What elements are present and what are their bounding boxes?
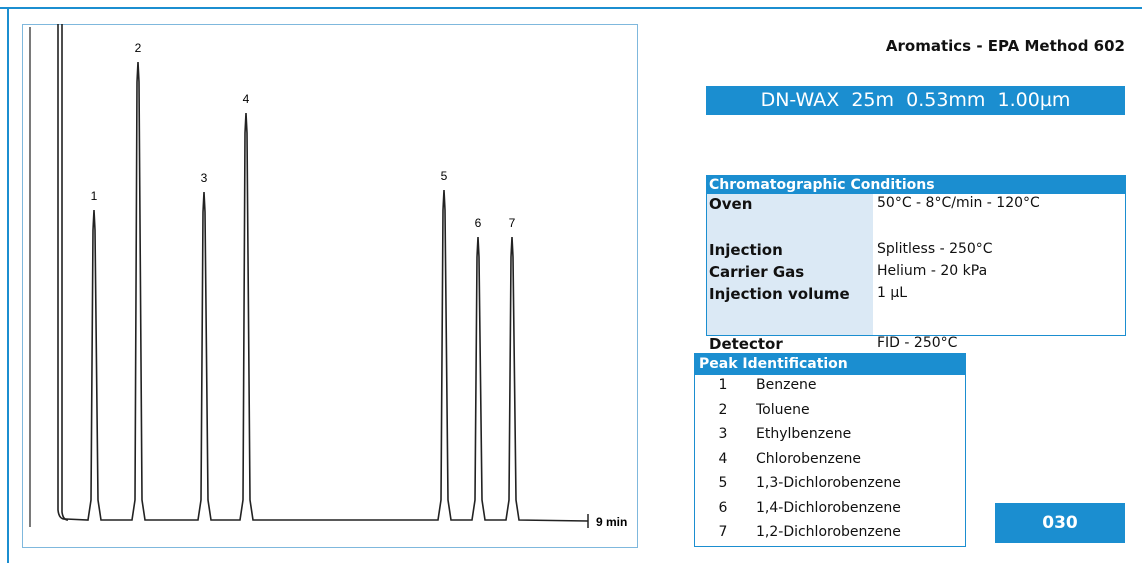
peak-number: 3 <box>718 426 728 442</box>
left-rule <box>7 7 9 563</box>
top-rule <box>0 7 1142 9</box>
condition-value: FID - 250°C <box>877 335 958 351</box>
time-label: 9 min <box>596 515 627 529</box>
peak-label: 3 <box>201 171 208 185</box>
peak-table: Peak Identification 1 Benzene 2 Toluene 3 Eth… <box>694 353 966 547</box>
conditions-table: Chromatographic Conditions Oven 50°C - 8°… <box>706 175 1126 353</box>
condition-label: Detector <box>709 335 783 353</box>
conditions-header: Chromatographic Conditions <box>707 176 1125 194</box>
condition-value: 50°C - 8°C/min - 120°C <box>877 195 1040 211</box>
peak-name: 1,2-Dichlorobenzene <box>756 524 901 540</box>
peak-name: Ethylbenzene <box>756 426 852 442</box>
condition-value: 1 µL <box>877 285 908 301</box>
peak-name: 1,3-Dichlorobenzene <box>756 475 901 491</box>
peak-number: 1 <box>718 377 728 393</box>
peak-number: 6 <box>718 499 728 516</box>
peak-name: Benzene <box>756 377 817 393</box>
column-banner: DN-WAX 25m 0.53mm 1.00µm <box>706 86 1125 115</box>
condition-label: Injection <box>709 241 783 259</box>
peak-name: 1,4-Dichlorobenzene <box>756 499 901 516</box>
condition-label: Injection volume <box>709 285 850 303</box>
peak-number: 7 <box>718 524 728 540</box>
peak-label: 6 <box>475 216 482 230</box>
condition-label: Carrier Gas <box>709 263 805 281</box>
code-badge: 030 <box>995 503 1125 543</box>
peak-label: 2 <box>135 41 142 55</box>
label-column <box>707 176 873 335</box>
peak-label: 1 <box>91 189 98 203</box>
peak-name: Chlorobenzene <box>756 450 861 467</box>
title: Aromatics - EPA Method 602 <box>885 37 1125 55</box>
peak-number: 4 <box>718 450 728 467</box>
peak-label: 4 <box>243 92 250 106</box>
chromatogram-frame <box>22 24 638 548</box>
condition-value: Splitless - 250°C <box>877 241 993 257</box>
solvent-peak <box>61 24 69 521</box>
condition-value: Helium - 20 kPa <box>877 263 988 279</box>
peak-name: Toluene <box>756 401 810 418</box>
peak-label: 5 <box>441 169 448 183</box>
condition-label: Oven <box>709 195 753 213</box>
chromatogram: 9 min 1 2 3 4 5 6 7 <box>22 24 638 548</box>
peak-label: 7 <box>509 216 516 230</box>
peak-number: 5 <box>718 475 728 491</box>
peak-header: Peak Identification <box>695 354 965 375</box>
peak-number: 2 <box>718 401 728 418</box>
